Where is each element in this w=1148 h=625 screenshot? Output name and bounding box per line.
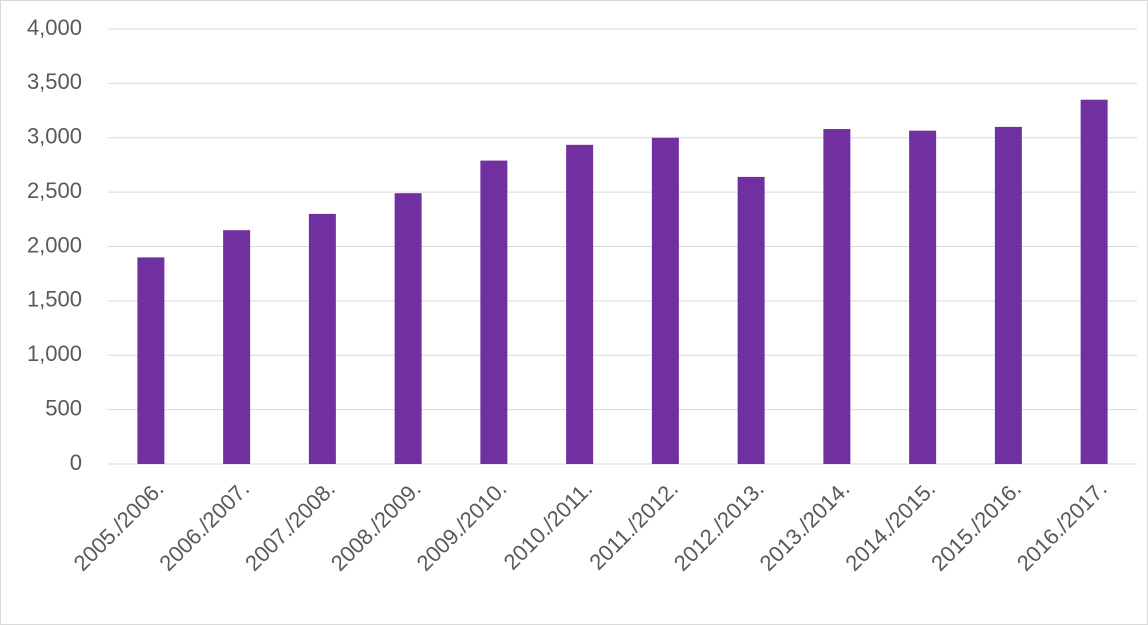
bar bbox=[137, 257, 165, 464]
bar bbox=[308, 213, 336, 464]
y-tick-label: 3,000 bbox=[27, 124, 82, 149]
bar bbox=[394, 193, 422, 464]
bar bbox=[994, 126, 1022, 464]
y-tick-label: 2,500 bbox=[27, 178, 82, 203]
bar bbox=[909, 130, 937, 464]
y-tick-label: 500 bbox=[45, 395, 82, 420]
bar bbox=[1080, 99, 1108, 464]
y-tick-label: 2,000 bbox=[27, 232, 82, 257]
bar bbox=[223, 230, 251, 464]
bar bbox=[566, 144, 594, 464]
bar bbox=[737, 176, 765, 464]
y-tick-label: 1,500 bbox=[27, 287, 82, 312]
y-tick-label: 3,500 bbox=[27, 69, 82, 94]
bar bbox=[651, 137, 679, 464]
y-tick-label: 1,000 bbox=[27, 341, 82, 366]
y-tick-label: 4,000 bbox=[27, 15, 82, 40]
bar bbox=[823, 129, 851, 465]
bar bbox=[480, 160, 508, 464]
y-tick-label: 0 bbox=[70, 450, 82, 475]
